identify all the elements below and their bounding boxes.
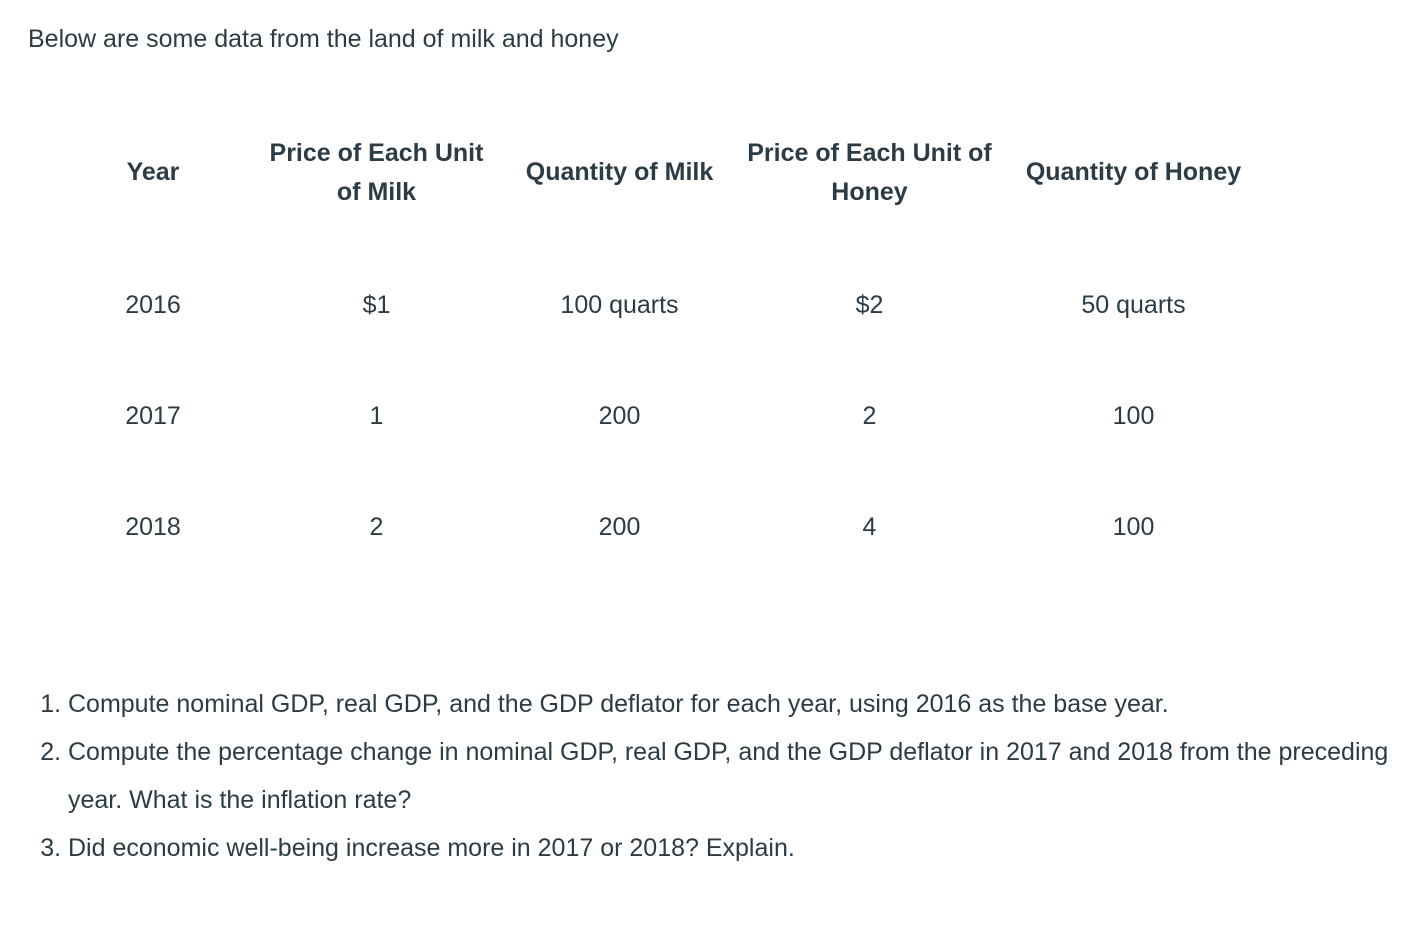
worksheet-page: Below are some data from the land of mil… xyxy=(0,24,1414,931)
cell-quantity-milk: 200 xyxy=(598,513,641,541)
page-title: Below are some data from the land of mil… xyxy=(28,25,619,53)
column-header-price-milk: Price of Each Unit of Milk xyxy=(269,138,484,206)
column-header-year: Year xyxy=(126,158,180,187)
cell-year: 2018 xyxy=(125,513,181,541)
cell-year: 2016 xyxy=(125,291,181,319)
table-row-2016: 2016 $1 100 quarts $2 50 quarts xyxy=(50,250,1270,361)
cell-price-honey: 4 xyxy=(862,513,877,541)
table-row-2018: 2018 2 200 4 100 xyxy=(50,472,1270,583)
cell-quantity-honey: 50 quarts xyxy=(1081,291,1186,319)
cell-quantity-milk: 100 quarts xyxy=(560,291,679,319)
column-header-quantity-milk: Quantity of Milk xyxy=(525,158,714,187)
cell-price-milk: 1 xyxy=(369,402,384,430)
question-text: Did economic well-being increase more in… xyxy=(68,834,795,862)
cell-price-milk: 2 xyxy=(369,513,384,541)
column-header-price-honey: Price of Each Unit of Honey xyxy=(747,138,992,206)
question-item-3: Did economic well-being increase more in… xyxy=(68,824,1394,872)
cell-year: 2017 xyxy=(125,402,181,430)
cell-price-honey: $2 xyxy=(855,291,884,319)
column-header-quantity-honey: Quantity of Honey xyxy=(1025,158,1242,187)
milk-honey-data-table: Year Price of Each Unit of Milk Quantity… xyxy=(50,95,1270,583)
table-header-row: Year Price of Each Unit of Milk Quantity… xyxy=(50,95,1270,250)
cell-quantity-honey: 100 xyxy=(1112,513,1155,541)
cell-price-milk: $1 xyxy=(362,291,391,319)
question-item-1: Compute nominal GDP, real GDP, and the G… xyxy=(68,680,1394,728)
question-list: Compute nominal GDP, real GDP, and the G… xyxy=(0,680,1414,872)
cell-quantity-honey: 100 xyxy=(1112,402,1155,430)
cell-quantity-milk: 200 xyxy=(598,402,641,430)
question-item-2: Compute the percentage change in nominal… xyxy=(68,728,1394,824)
question-text: Compute nominal GDP, real GDP, and the G… xyxy=(68,690,1169,718)
question-text: Compute the percentage change in nominal… xyxy=(68,738,1389,814)
table-row-2017: 2017 1 200 2 100 xyxy=(50,361,1270,472)
cell-price-honey: 2 xyxy=(862,402,877,430)
